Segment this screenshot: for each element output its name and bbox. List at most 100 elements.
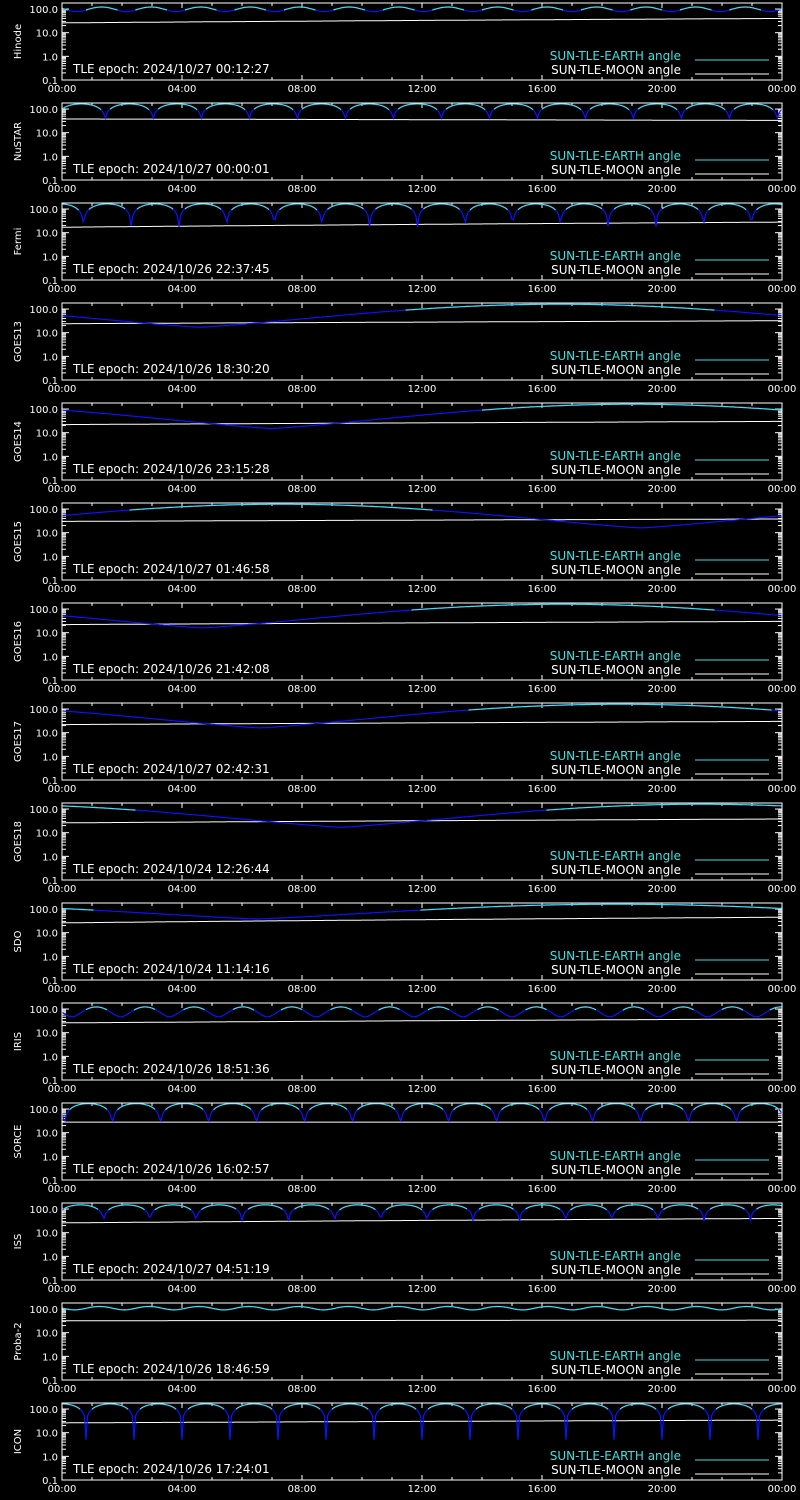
x-tick-label: 12:00 — [408, 1284, 437, 1295]
tle-epoch-label: TLE epoch: 2024/10/24 12:26:44 — [72, 862, 270, 876]
x-tick-label: 04:00 — [168, 284, 197, 295]
x-tick-label: 08:00 — [288, 884, 317, 895]
y-tick-marks — [62, 1008, 782, 1081]
x-tick-label: 00:00 — [48, 184, 77, 195]
x-tick-label: 08:00 — [288, 1084, 317, 1095]
tle-epoch-label: TLE epoch: 2024/10/24 11:14:16 — [72, 962, 270, 976]
plot-frame — [61, 502, 783, 581]
panel-goes18: GOES18 0.1 1.0 10.0 100.0 00:00 04:00 08:00 12:0… — [13, 802, 797, 895]
x-tick-label: 04:00 — [168, 584, 197, 595]
legend-moon-label: SUN-TLE-MOON angle — [551, 663, 681, 677]
y-tick-label: 1.0 — [42, 1352, 58, 1363]
y-tick-label: 0.1 — [42, 576, 58, 587]
x-tick-label: 04:00 — [168, 884, 197, 895]
x-tick-label: 08:00 — [288, 384, 317, 395]
x-tick-label: 00:00 — [768, 1484, 797, 1495]
y-axis-label: NuSTAR — [13, 122, 24, 161]
y-tick-label: 10.0 — [36, 1129, 58, 1140]
y-axis-label: GOES14 — [13, 421, 24, 462]
x-tick-label: 20:00 — [648, 1384, 677, 1395]
y-tick-label: 0.1 — [42, 1076, 58, 1087]
x-tick-label: 20:00 — [648, 1284, 677, 1295]
x-tick-label: 00:00 — [768, 184, 797, 195]
series-line-moon — [62, 420, 782, 426]
x-tick-label: 12:00 — [408, 1084, 437, 1095]
x-tick-label: 08:00 — [288, 984, 317, 995]
y-tick-label: 10.0 — [36, 1229, 58, 1240]
x-tick-label: 16:00 — [528, 484, 557, 495]
x-tick-label: 00:00 — [48, 84, 77, 95]
tle-epoch-label: TLE epoch: 2024/10/26 23:15:28 — [72, 462, 270, 476]
x-tick-label: 00:00 — [768, 884, 797, 895]
y-tick-label: 0.1 — [42, 1376, 58, 1387]
x-tick-label: 00:00 — [768, 1384, 797, 1395]
plot-frame — [61, 1102, 783, 1181]
x-tick-label: 00:00 — [768, 584, 797, 595]
legend-moon-label: SUN-TLE-MOON angle — [551, 63, 681, 77]
y-tick-label: 0.1 — [42, 976, 58, 987]
panel-goes14: GOES14 0.1 1.0 10.0 100.0 00:00 04:00 08:00 12:0… — [13, 402, 797, 495]
y-axis-label: Hinode — [13, 24, 24, 59]
plot-frame — [61, 202, 783, 281]
y-tick-label: 100.0 — [29, 705, 58, 716]
legend-earth-label: SUN-TLE-EARTH angle — [550, 149, 681, 163]
y-tick-label: 10.0 — [36, 29, 58, 40]
legend-earth-label: SUN-TLE-EARTH angle — [550, 849, 681, 863]
x-tick-label: 04:00 — [168, 1184, 197, 1195]
y-tick-label: 100.0 — [29, 405, 58, 416]
x-tick-label: 00:00 — [768, 284, 797, 295]
x-tick-label: 16:00 — [528, 684, 557, 695]
series-line-moon — [62, 518, 782, 522]
legend-moon-label: SUN-TLE-MOON angle — [551, 163, 681, 177]
series-line-earth-lit — [61, 803, 783, 811]
x-tick-label: 00:00 — [48, 1384, 77, 1395]
y-tick-label: 100.0 — [29, 105, 58, 116]
x-tick-label: 00:00 — [768, 684, 797, 695]
y-tick-marks — [62, 608, 782, 681]
legend-earth-label: SUN-TLE-EARTH angle — [550, 1449, 681, 1463]
x-tick-label: 08:00 — [288, 1384, 317, 1395]
x-tick-label: 12:00 — [408, 1384, 437, 1395]
y-tick-label: 100.0 — [29, 505, 58, 516]
x-tick-label: 12:00 — [408, 984, 437, 995]
y-tick-label: 100.0 — [29, 905, 58, 916]
x-tick-label: 00:00 — [768, 484, 797, 495]
y-tick-label: 1.0 — [42, 552, 58, 563]
x-tick-label: 04:00 — [168, 384, 197, 395]
x-tick-label: 20:00 — [648, 1084, 677, 1095]
plot-frame — [61, 302, 783, 381]
y-tick-label: 0.1 — [42, 76, 58, 87]
legend-moon-label: SUN-TLE-MOON angle — [551, 1063, 681, 1077]
x-tick-label: 16:00 — [528, 184, 557, 195]
plot-frame — [61, 402, 783, 481]
plot-frame — [61, 702, 783, 781]
tle-epoch-label: TLE epoch: 2024/10/26 18:51:36 — [72, 1062, 270, 1076]
plot-frame — [61, 602, 783, 681]
y-tick-marks — [62, 8, 782, 81]
panel-nustar: NuSTAR 0.1 1.0 10.0 100.0 00:00 04:00 08:00 12:0… — [13, 103, 796, 195]
x-tick-label: 16:00 — [528, 84, 557, 95]
y-tick-marks — [62, 1108, 782, 1181]
y-tick-label: 100.0 — [29, 605, 58, 616]
y-tick-label: 100.0 — [29, 1005, 58, 1016]
series-line-earth-lit — [468, 703, 772, 711]
y-tick-label: 100.0 — [29, 1405, 58, 1416]
y-axis-label: Proba-2 — [13, 1322, 24, 1360]
x-tick-label: 00:00 — [48, 584, 77, 595]
tle-epoch-label: TLE epoch: 2024/10/27 01:46:58 — [72, 562, 270, 576]
y-tick-label: 1.0 — [42, 1152, 58, 1163]
x-tick-label: 00:00 — [768, 1084, 797, 1095]
x-tick-label: 16:00 — [528, 884, 557, 895]
y-tick-label: 10.0 — [36, 129, 58, 140]
y-tick-label: 10.0 — [36, 1429, 58, 1440]
series-line-earth-lit — [61, 903, 783, 911]
x-tick-label: 08:00 — [288, 184, 317, 195]
y-axis-label: IRIS — [13, 1032, 24, 1051]
panel-fermi: Fermi 0.1 1.0 10.0 100.0 00:00 04:00 08:00 12:00… — [13, 202, 797, 295]
x-tick-label: 20:00 — [648, 984, 677, 995]
panel-sorce: SORCE 0.1 1.0 10.0 100.0 00:00 04:00 08:00 12:00… — [13, 1102, 796, 1195]
plot-frame — [61, 1002, 783, 1081]
x-tick-label: 08:00 — [288, 684, 317, 695]
y-tick-label: 1.0 — [42, 852, 58, 863]
